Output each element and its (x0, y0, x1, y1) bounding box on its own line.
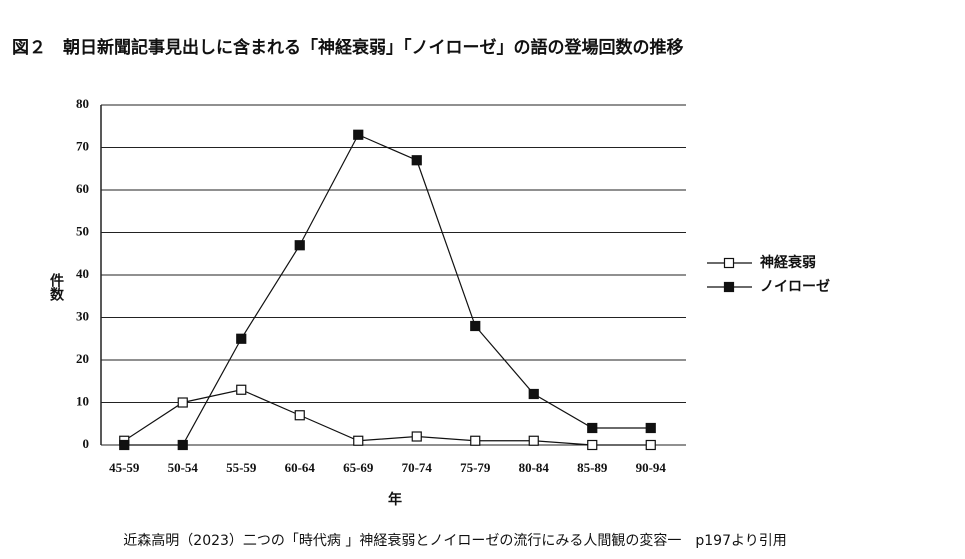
point (528, 388, 539, 400)
point (177, 397, 188, 408)
y-tick-label: 50 (76, 223, 89, 238)
x-tick-label: 85-89 (577, 460, 608, 475)
point (353, 435, 364, 446)
point (587, 439, 598, 451)
point (645, 422, 656, 434)
y-tick-label: 60 (76, 181, 89, 196)
x-axis-label: 年 (388, 491, 402, 508)
x-tick-label: 75-79 (460, 460, 491, 475)
y-tick-label: 10 (76, 393, 89, 408)
point (236, 333, 247, 344)
x-tick-label: 70-74 (402, 460, 433, 475)
y-tick-label: 30 (76, 308, 89, 323)
point (470, 320, 481, 332)
y-axis-label: 件数 (48, 272, 64, 302)
point (294, 410, 305, 421)
y-tick-label: 0 (83, 436, 90, 451)
x-tick-label: 55-59 (226, 460, 257, 475)
y-tick-label: 70 (76, 138, 89, 153)
y-tick-label: 80 (76, 96, 89, 111)
legend-label: 神経衰弱 (760, 254, 816, 271)
series-line (124, 133, 651, 446)
point (411, 155, 422, 166)
x-tick-label: 45-59 (109, 460, 140, 475)
x-tick-label: 50-54 (168, 460, 199, 475)
point (723, 257, 735, 269)
point (411, 431, 422, 442)
x-tick-label: 65-69 (343, 460, 374, 475)
y-tick-label: 40 (76, 266, 89, 281)
y-tick-label: 20 (76, 351, 89, 366)
point (528, 435, 539, 446)
point (119, 439, 130, 451)
point (353, 129, 364, 140)
point (470, 435, 481, 446)
point (294, 240, 305, 251)
point (236, 384, 247, 395)
point (177, 439, 188, 451)
source-note: 近森高明（2023）二つの「時代病 」神経衰弱とノイローゼの流行にみる人間観の変… (123, 532, 786, 549)
series-line (123, 389, 651, 446)
x-tick-label: 90-94 (636, 460, 667, 475)
x-tick-label: 60-64 (285, 460, 316, 475)
x-tick-label: 80-84 (519, 460, 550, 475)
point (645, 439, 656, 451)
point (723, 281, 735, 293)
chart-title: 図２ 朝日新聞記事見出しに含まれる「神経衰弱」「ノイローゼ」の語の登場回数の推移 (12, 37, 684, 58)
point (587, 422, 598, 434)
legend-label: ノイローゼ (760, 278, 830, 295)
